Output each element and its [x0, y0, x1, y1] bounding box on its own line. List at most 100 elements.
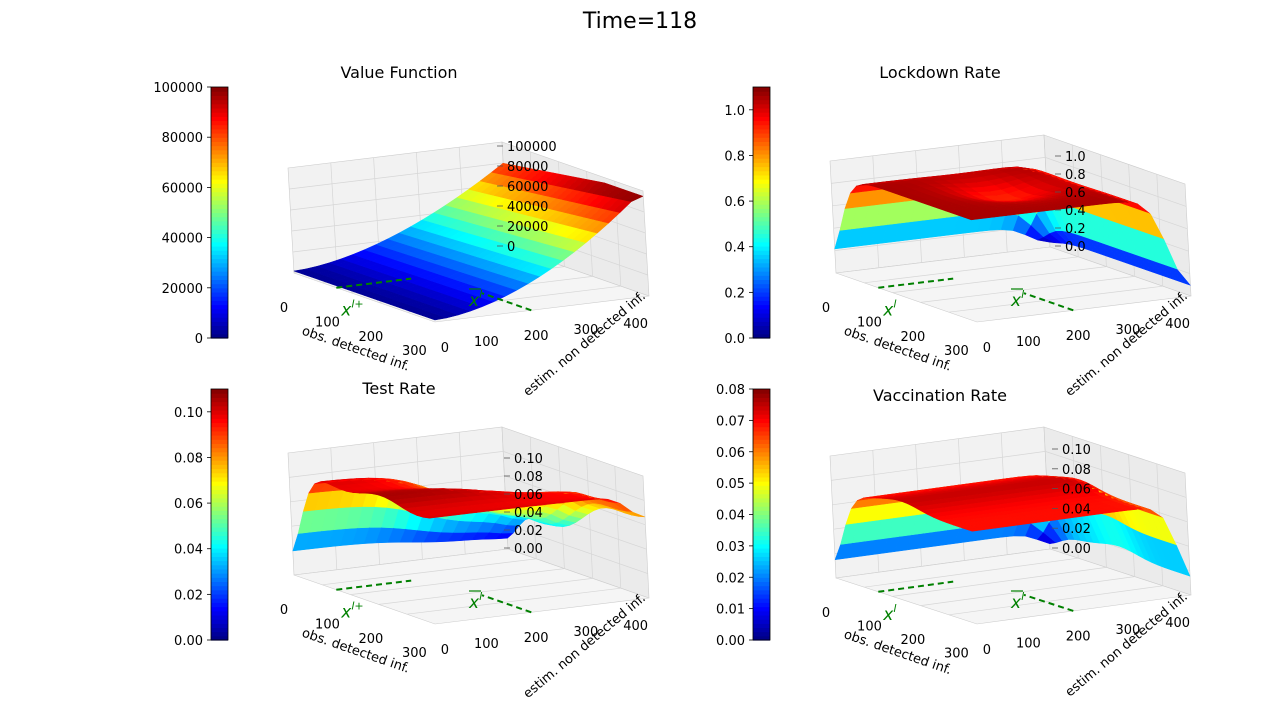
colorbar-segment [753, 481, 770, 486]
colorbar-segment [753, 296, 770, 301]
x-tick-label: 0 [280, 301, 288, 316]
figure-title: Time=118 [582, 9, 698, 34]
colorbar-segment [211, 531, 228, 537]
colorbar-segment [211, 300, 228, 306]
surface [293, 162, 644, 321]
surface [292, 477, 645, 552]
colorbar-segment [753, 464, 770, 470]
colorbar-segment [753, 439, 770, 444]
grid-line [831, 157, 1187, 207]
colorbar-segment [211, 145, 228, 151]
colorbar-tick-label: 20000 [162, 282, 203, 297]
colorbar-segment [753, 422, 770, 428]
colorbar-segment [753, 476, 770, 482]
colorbar-tick-label: 0.4 [724, 241, 745, 256]
grid-line [892, 266, 1107, 293]
colorbar-tick-label: 100000 [153, 81, 203, 96]
colorbar-segment [753, 430, 770, 436]
y-tick-label: 200 [524, 631, 549, 646]
grid-line [948, 285, 1163, 313]
z-tick-label: 0.4 [1065, 204, 1086, 219]
colorbar-segment [211, 389, 228, 394]
colorbar-segment [753, 304, 770, 310]
colorbar-segment [753, 225, 770, 230]
z-tick-label: 0.04 [514, 506, 543, 521]
colorbar-segment [753, 208, 770, 214]
colorbar-segment [753, 619, 770, 624]
colorbar-segment [211, 518, 228, 524]
colorbar-segment [753, 275, 770, 281]
colorbar-segment [753, 141, 770, 147]
colorbar-segment [753, 489, 770, 495]
colorbar-segment [753, 514, 770, 520]
y-tick-label: 0 [441, 643, 449, 658]
colorbar-segment [211, 443, 228, 449]
colorbar-segment [753, 606, 770, 612]
colorbar-segment [753, 501, 770, 507]
colorbar-tick-label: 0.10 [174, 406, 203, 421]
x-axis-label: obs. detected inf. [300, 324, 412, 375]
y-tick-label: 100 [474, 335, 499, 350]
colorbar-segment [753, 510, 770, 516]
colorbar-segment [753, 333, 770, 339]
colorbar-segment [753, 560, 770, 566]
colorbar-segment [211, 589, 228, 595]
colorbar-tick-label: 0.6 [724, 195, 745, 210]
colorbar-segment [211, 137, 228, 142]
colorbar-segment [211, 212, 228, 218]
marker-lines: xl xl [878, 580, 1074, 625]
z-tick-label: 0.10 [514, 452, 543, 467]
subplot-title: Value Function [340, 63, 457, 82]
marker-line-undetected [1023, 593, 1074, 612]
colorbar-segment [753, 435, 770, 440]
z-tick-label: 0.2 [1065, 222, 1086, 237]
colorbar-segment [753, 547, 770, 553]
colorbar-segment [753, 250, 770, 255]
y-tick-label: 200 [524, 329, 549, 344]
colorbar-tick-label: 40000 [162, 232, 203, 247]
subplot-title: Lockdown Rate [879, 63, 1000, 82]
colorbar-segment [211, 451, 228, 457]
grid-line [920, 576, 1135, 606]
colorbar-segment [211, 325, 228, 331]
colorbar-segment [753, 531, 770, 537]
marker-line-detected [336, 579, 412, 591]
colorbar-segment [753, 585, 770, 591]
colorbar-tick-label: 0.00 [174, 634, 203, 649]
colorbar-segment [753, 99, 770, 105]
colorbar-segment [211, 158, 228, 163]
y-tick-label: 0 [441, 341, 449, 356]
colorbar-segment [753, 602, 770, 608]
marker-label-undetected: xl [1010, 288, 1024, 311]
colorbar-segment [211, 296, 228, 301]
colorbar-segment [753, 258, 770, 264]
colorbar-segment [211, 187, 228, 193]
grid-line [920, 276, 1135, 303]
colorbar-segment [211, 195, 228, 201]
colorbar-segment [211, 266, 228, 272]
y-tick-label: 300 [1115, 323, 1140, 338]
colorbar-segment [211, 481, 228, 486]
colorbar-tick-label: 0.06 [174, 497, 203, 512]
colorbar-segment [753, 539, 770, 545]
y-tick-label: 200 [1066, 329, 1091, 344]
x-tick-label: 300 [944, 647, 969, 662]
colorbar-segment [753, 451, 770, 457]
colorbar-tick-label: 0.03 [716, 540, 745, 555]
colorbar-segment [211, 308, 228, 314]
colorbar-segment [211, 577, 228, 583]
colorbar-tick-label: 0.02 [174, 588, 203, 603]
colorbar-segment [753, 556, 770, 562]
colorbar-segment [211, 321, 228, 327]
colorbar-segment [753, 631, 770, 637]
colorbar-segment [211, 287, 228, 293]
grid-line [948, 585, 1163, 616]
colorbar-segment [753, 389, 770, 394]
colorbar-segment [753, 183, 770, 188]
surface [834, 475, 1191, 577]
colorbar-segment [753, 493, 770, 499]
colorbar-segment [753, 266, 770, 272]
colorbar-tick-label: 60000 [162, 181, 203, 196]
colorbar-segment [753, 271, 770, 276]
colorbar-segment [211, 233, 228, 239]
